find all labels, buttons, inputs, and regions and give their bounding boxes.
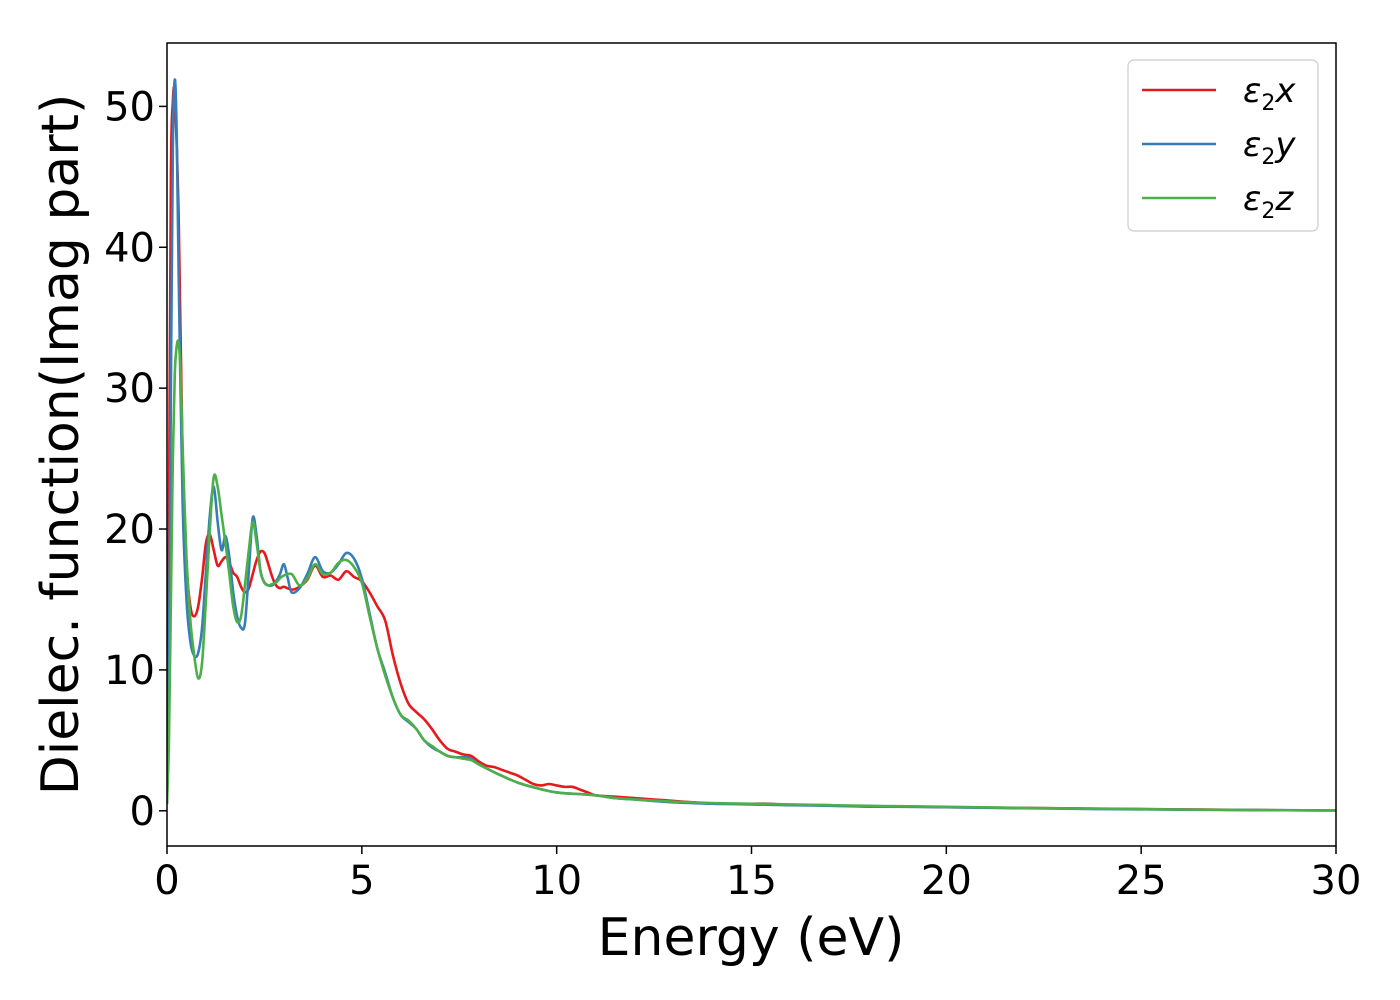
legend-label-y: ε2y bbox=[1243, 125, 1296, 170]
y-tick-label: 40 bbox=[104, 225, 155, 271]
x-tick-label: 0 bbox=[154, 858, 179, 904]
x-tick-label: 15 bbox=[726, 858, 777, 904]
y-tick-label: 20 bbox=[104, 507, 155, 553]
x-tick-label: 25 bbox=[1116, 858, 1167, 904]
x-tick-label: 20 bbox=[921, 858, 972, 904]
series-lines bbox=[167, 78, 1336, 812]
series-line-z bbox=[167, 339, 1336, 812]
y-axis-ticks: 0 10 20 30 40 50 bbox=[104, 84, 167, 835]
y-axis-label: Dielec. function(Imag part) bbox=[31, 94, 91, 796]
x-axis-label: Energy (eV) bbox=[598, 908, 905, 968]
x-axis-ticks: 0 5 10 15 20 25 30 bbox=[154, 846, 1361, 904]
legend-label-x: ε2x bbox=[1243, 71, 1296, 116]
x-tick-label: 10 bbox=[531, 858, 582, 904]
y-tick-label: 30 bbox=[104, 366, 155, 412]
legend: ε2x ε2y ε2z bbox=[1127, 59, 1319, 232]
legend-box bbox=[1127, 59, 1319, 232]
y-tick-label: 10 bbox=[104, 648, 155, 694]
y-tick-label: 50 bbox=[104, 84, 155, 130]
x-tick-label: 30 bbox=[1311, 858, 1362, 904]
legend-label-z: ε2z bbox=[1243, 179, 1294, 224]
x-tick-label: 5 bbox=[349, 858, 374, 904]
y-tick-label: 0 bbox=[130, 789, 155, 835]
